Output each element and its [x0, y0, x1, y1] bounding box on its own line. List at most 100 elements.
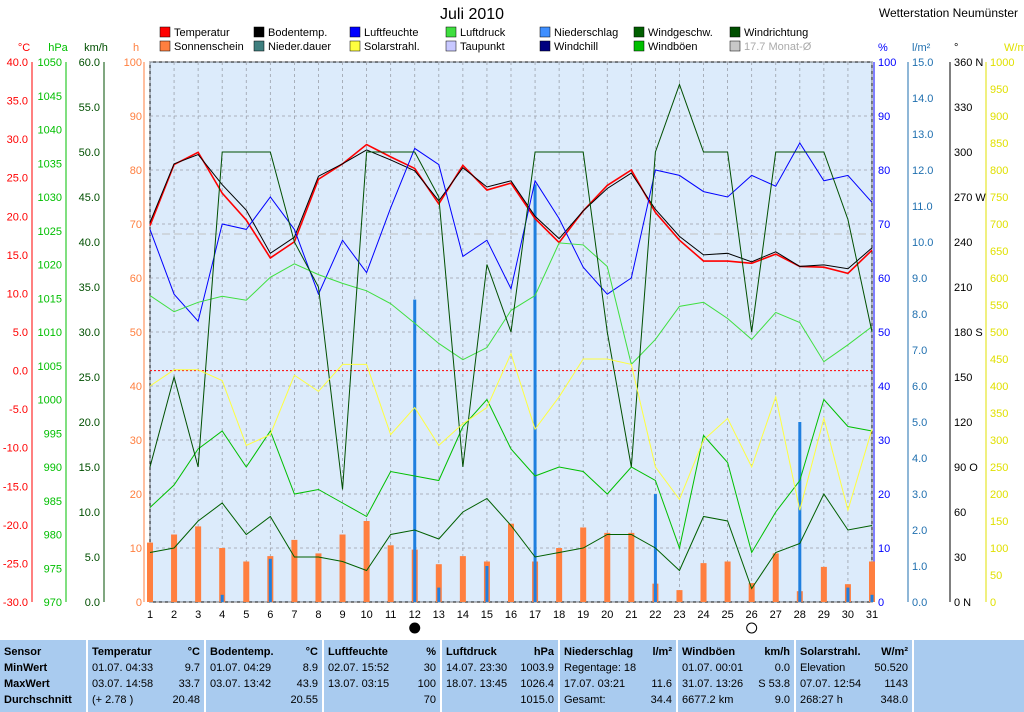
y-tick-label: 100 — [878, 57, 896, 69]
bar-sonnenschein — [628, 532, 635, 602]
axis-unit-label: hPa — [48, 42, 68, 54]
y-tick-label: 5.0 — [85, 552, 100, 564]
y-tick-label: 14.0 — [912, 93, 933, 105]
footer-value: 34.4 — [650, 694, 672, 706]
legend-label: Luftfeuchte — [364, 27, 418, 39]
y-tick-label: 1050 — [38, 57, 62, 69]
bar-niederschlag — [846, 587, 850, 602]
y-tick-label: 25.0 — [7, 173, 28, 185]
y-tick-label: 40.0 — [79, 237, 100, 249]
y-tick-label: 975 — [44, 563, 62, 575]
x-tick-label: 12 — [409, 609, 421, 621]
footer-value: 11.6 — [651, 678, 672, 690]
y-tick-label: 70 — [130, 219, 142, 231]
footer-header: Bodentemp. °C — [210, 646, 318, 658]
footer-header: Sensor — [4, 646, 42, 658]
footer-label: 01.07. 04:29 — [210, 662, 272, 674]
footer-value: 50.520 — [874, 662, 908, 674]
bar-sonnenschein — [556, 548, 563, 602]
axis-unit-label: ° — [954, 42, 958, 54]
footer-value: 100 — [417, 678, 436, 690]
x-tick-label: 17 — [529, 609, 541, 621]
footer-value: 1026.4 — [520, 678, 554, 690]
y-tick-label: -30.0 — [3, 597, 28, 609]
y-tick-label: 970 — [44, 597, 62, 609]
bar-sonnenschein — [171, 534, 178, 602]
bar-sonnenschein — [363, 521, 370, 602]
y-tick-label: 2.0 — [912, 525, 927, 537]
footer-value: 43.9 — [296, 678, 318, 690]
legend-swatch — [539, 40, 551, 52]
bar-niederschlag — [485, 566, 489, 602]
y-tick-label: 180 S — [954, 327, 983, 339]
y-tick-label: 40 — [878, 381, 890, 393]
footer-row: 268:27 h 348.0 — [800, 692, 908, 708]
y-tick-label: 980 — [44, 530, 62, 542]
y-tick-label: 300 — [990, 435, 1008, 447]
footer-value: 348.0 — [880, 694, 908, 706]
y-tick-label: 1040 — [38, 125, 62, 137]
legend-label: Bodentemp. — [268, 27, 327, 39]
y-tick-label: 11.0 — [912, 201, 933, 213]
x-tick-label: 8 — [315, 609, 321, 621]
y-tick-label: 1015 — [38, 293, 62, 305]
legend-swatch — [445, 26, 457, 38]
y-tick-label: 995 — [44, 428, 62, 440]
y-tick-label: 1025 — [38, 226, 62, 238]
y-tick-label: 9.0 — [912, 273, 927, 285]
legend-swatch — [159, 40, 171, 52]
bar-sonnenschein — [700, 563, 707, 602]
x-tick-label: 26 — [746, 609, 758, 621]
footer-value: 33.7 — [178, 678, 200, 690]
footer-row: (+ 2.78 ) 20.48 — [92, 692, 200, 708]
y-tick-label: 0.0 — [13, 366, 28, 378]
footer-label: (+ 2.78 ) — [92, 694, 134, 706]
bar-sonnenschein — [724, 561, 731, 602]
footer-label: Gesamt: — [564, 694, 606, 706]
y-tick-label: 60 — [130, 273, 142, 285]
footer-row: 14.07. 23:30 1003.9 — [446, 660, 554, 676]
legend-label: Niederschlag — [554, 27, 618, 39]
footer-value: 1143 — [884, 678, 908, 690]
footer-row: 31.07. 13:26 S 53.8 — [682, 676, 790, 692]
series-line-windrichtung — [149, 83, 873, 490]
y-tick-label: 550 — [990, 300, 1008, 312]
y-tick-label: 60.0 — [79, 57, 100, 69]
y-tick-label: 600 — [990, 273, 1008, 285]
bar-sonnenschein — [243, 561, 250, 602]
x-tick-label: 11 — [385, 609, 396, 621]
new-moon-icon — [746, 622, 758, 634]
footer-header: Niederschlag l/m² — [564, 646, 672, 658]
statistics-footer: Sensor MinWert MaxWert Durchschnitt Temperat… — [0, 640, 1024, 712]
footer-label: 31.07. 13:26 — [682, 678, 744, 690]
legend-swatch — [445, 40, 457, 52]
y-tick-label: 1030 — [38, 192, 62, 204]
x-tick-label: 10 — [360, 609, 372, 621]
y-tick-label: 12.0 — [912, 165, 933, 177]
bar-niederschlag — [268, 558, 272, 602]
footer-unit: W/m² — [881, 646, 908, 658]
legend-label: Temperatur — [174, 27, 230, 39]
footer-row: 07.07. 12:54 1143 — [800, 676, 908, 692]
footer-header: Luftfeuchte% — [328, 646, 436, 658]
y-tick-label: 150 — [954, 372, 972, 384]
footer-row: MinWert — [4, 660, 82, 676]
y-tick-label: 350 — [990, 408, 1008, 420]
y-tick-label: 50 — [878, 327, 890, 339]
y-tick-label: 35.0 — [7, 96, 28, 108]
y-tick-label: 1010 — [38, 327, 62, 339]
x-tick-label: 27 — [770, 609, 782, 621]
footer-row: 1015.0 — [446, 692, 554, 708]
y-tick-label: 80 — [130, 165, 142, 177]
footer-header: Temperatur °C — [92, 646, 200, 658]
y-tick-label: 50 — [130, 327, 142, 339]
x-tick-label: 25 — [721, 609, 733, 621]
y-tick-label: 30 — [954, 552, 966, 564]
footer-unit: °C — [305, 646, 318, 658]
y-tick-label: 30 — [878, 435, 890, 447]
x-tick-label: 31 — [866, 609, 878, 621]
footer-row: Durchschnitt — [4, 692, 82, 708]
legend-label: Nieder.dauer — [268, 41, 331, 53]
footer-header: Luftdruck hPa — [446, 646, 554, 658]
x-tick-label: 1 — [147, 609, 153, 621]
